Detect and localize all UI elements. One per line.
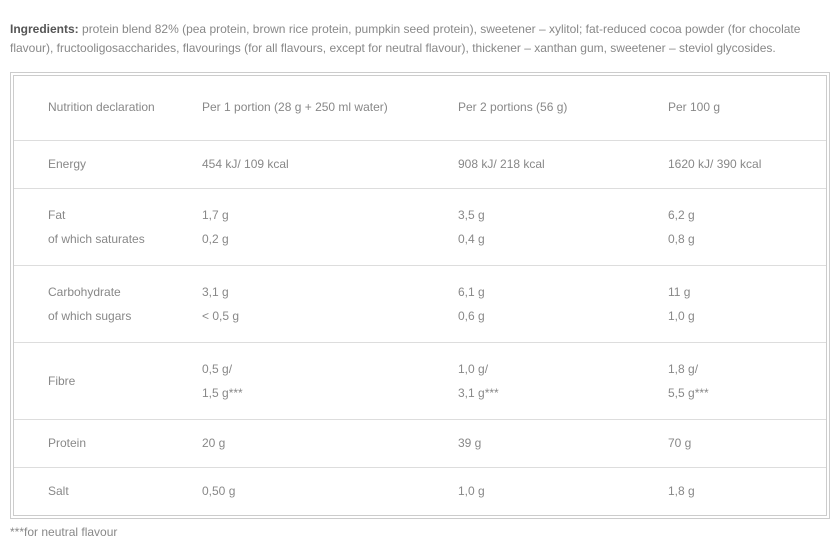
table-row: Fibre0,5 g/1,5 g***1,0 g/3,1 g***1,8 g/5…	[14, 342, 826, 419]
row-value: 454 kJ/ 109 kcal	[194, 140, 450, 188]
row-value: 20 g	[194, 419, 450, 467]
col-header-per-100g: Per 100 g	[660, 76, 826, 140]
ingredients-paragraph: Ingredients: protein blend 82% (pea prot…	[10, 20, 830, 58]
row-label: Protein	[14, 419, 194, 467]
row-value: 1,8 g/5,5 g***	[660, 342, 826, 419]
row-value: 6,2 g0,8 g	[660, 188, 826, 265]
col-header-per-2-portions: Per 2 portions (56 g)	[450, 76, 660, 140]
table-header-row: Nutrition declaration Per 1 portion (28 …	[14, 76, 826, 140]
table-row: Protein 20 g39 g70 g	[14, 419, 826, 467]
col-header-declaration: Nutrition declaration	[14, 76, 194, 140]
ingredients-label: Ingredients:	[10, 22, 79, 36]
row-value: 0,5 g/1,5 g***	[194, 342, 450, 419]
table-row: Carbohydrateof which sugars3,1 g< 0,5 g6…	[14, 265, 826, 342]
row-label: Carbohydrateof which sugars	[14, 265, 194, 342]
row-value: 3,5 g0,4 g	[450, 188, 660, 265]
row-value: 11 g1,0 g	[660, 265, 826, 342]
nutrition-table: Nutrition declaration Per 1 portion (28 …	[14, 76, 826, 515]
table-row: Salt 0,50 g1,0 g1,8 g	[14, 467, 826, 515]
footnote: ***for neutral flavour	[10, 523, 830, 542]
row-value: 70 g	[660, 419, 826, 467]
row-value: 3,1 g< 0,5 g	[194, 265, 450, 342]
ingredients-text: protein blend 82% (pea protein, brown ri…	[10, 22, 800, 55]
row-value: 1,8 g	[660, 467, 826, 515]
nutrition-table-body: Energy454 kJ/ 109 kcal908 kJ/ 218 kcal16…	[14, 140, 826, 515]
row-label: Energy	[14, 140, 194, 188]
row-value: 1,0 g	[450, 467, 660, 515]
table-row: Fatof which saturates1,7 g0,2 g3,5 g0,4 …	[14, 188, 826, 265]
nutrition-table-frame: Nutrition declaration Per 1 portion (28 …	[10, 72, 830, 519]
row-value: 39 g	[450, 419, 660, 467]
row-value: 0,50 g	[194, 467, 450, 515]
table-row: Energy454 kJ/ 109 kcal908 kJ/ 218 kcal16…	[14, 140, 826, 188]
col-header-per-1-portion: Per 1 portion (28 g + 250 ml water)	[194, 76, 450, 140]
row-label: Fibre	[14, 342, 194, 419]
row-value: 1620 kJ/ 390 kcal	[660, 140, 826, 188]
row-value: 1,0 g/3,1 g***	[450, 342, 660, 419]
row-label: Salt	[14, 467, 194, 515]
row-value: 6,1 g0,6 g	[450, 265, 660, 342]
row-value: 1,7 g0,2 g	[194, 188, 450, 265]
row-label: Fatof which saturates	[14, 188, 194, 265]
row-value: 908 kJ/ 218 kcal	[450, 140, 660, 188]
